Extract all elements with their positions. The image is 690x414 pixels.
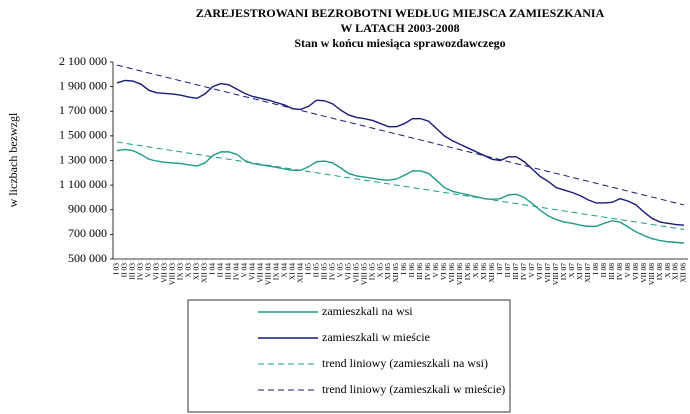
x-tick-label: V 04 bbox=[239, 263, 248, 278]
x-tick-label: IX 03 bbox=[176, 263, 185, 281]
y-tick-label: 900 000 bbox=[68, 202, 107, 216]
x-tick-label: VII 03 bbox=[160, 263, 169, 283]
x-tick-label: V 07 bbox=[527, 263, 536, 278]
x-tick-label: X 06 bbox=[471, 263, 480, 278]
x-tick-label: IV 03 bbox=[136, 263, 145, 280]
legend-box bbox=[187, 299, 511, 413]
x-tick-label: X 05 bbox=[375, 263, 384, 278]
x-tick-label: XII 06 bbox=[487, 263, 496, 283]
x-tick-label: XI 04 bbox=[287, 263, 296, 281]
trend-line bbox=[116, 64, 685, 206]
x-tick-label: II 06 bbox=[407, 263, 416, 278]
y-tick-label: 700 000 bbox=[68, 226, 107, 240]
legend-label: zamieszkali w mieście bbox=[322, 330, 430, 344]
x-tick-label: IV 05 bbox=[327, 263, 336, 280]
x-tick-label: IV 08 bbox=[615, 263, 624, 280]
x-tick-label: VII 06 bbox=[447, 263, 456, 283]
x-tick-label: IX 04 bbox=[271, 263, 280, 281]
x-tick-label: II 08 bbox=[599, 263, 608, 278]
chart-title: ZAREJESTROWANI BEZROBOTNI WEDŁUG MIEJSCA… bbox=[196, 6, 605, 20]
x-tick-label: XI 08 bbox=[671, 263, 680, 281]
y-tick-label: 1 700 000 bbox=[59, 103, 107, 117]
x-tick-label: VIII 05 bbox=[359, 263, 368, 286]
legend-label: zamieszkali na wsi bbox=[322, 304, 413, 318]
x-tick-label: XI 07 bbox=[575, 263, 584, 281]
y-axis-label: w liczbach bezwzgl bbox=[6, 112, 20, 207]
x-tick-label: III 07 bbox=[511, 263, 520, 280]
chart-subtitle: Stan w końcu miesiąca sprawozdawczego bbox=[294, 36, 505, 50]
x-tick-label: VI 03 bbox=[152, 263, 161, 281]
x-tick-label: IX 08 bbox=[655, 263, 664, 281]
x-tick-label: VII 05 bbox=[351, 263, 360, 283]
x-tick-label: IV 04 bbox=[232, 263, 241, 280]
x-tick-label: XI 05 bbox=[383, 263, 392, 281]
x-tick-label: VIII 06 bbox=[455, 263, 464, 286]
x-tick-label: I 06 bbox=[399, 263, 408, 275]
x-tick-label: III 05 bbox=[319, 263, 328, 280]
x-tick-label: IX 06 bbox=[463, 263, 472, 281]
x-tick-label: III 04 bbox=[224, 263, 233, 280]
x-tick-label: VI 06 bbox=[439, 263, 448, 281]
x-tick-label: I 05 bbox=[303, 263, 312, 275]
x-tick-label: I 07 bbox=[495, 263, 504, 275]
x-tick-label: IX 07 bbox=[559, 263, 568, 281]
x-tick-label: IV 06 bbox=[423, 263, 432, 280]
x-tick-label: XII 03 bbox=[200, 263, 209, 283]
x-tick-label: III 03 bbox=[128, 263, 137, 280]
x-tick-label: VIII 03 bbox=[168, 263, 177, 286]
chart-title: W LATACH 2003-2008 bbox=[340, 21, 459, 35]
x-tick-label: I 03 bbox=[112, 263, 121, 275]
x-tick-label: VII 08 bbox=[639, 263, 648, 283]
x-tick-label: VI 05 bbox=[343, 263, 352, 281]
x-tick-label: III 08 bbox=[607, 263, 616, 280]
x-tick-label: V 06 bbox=[431, 263, 440, 278]
y-tick-label: 1 100 000 bbox=[59, 177, 107, 191]
y-tick-label: 1 500 000 bbox=[59, 128, 107, 142]
x-tick-label: VI 08 bbox=[631, 263, 640, 281]
trend-line bbox=[116, 141, 685, 230]
x-tick-label: VII 04 bbox=[255, 263, 264, 283]
x-tick-label: XII 05 bbox=[391, 263, 400, 283]
x-tick-label: V 03 bbox=[144, 263, 153, 278]
x-tick-label: V 08 bbox=[623, 263, 632, 278]
line bbox=[116, 79, 685, 226]
x-tick-label: I 08 bbox=[591, 263, 600, 275]
y-tick-label: 500 000 bbox=[68, 251, 107, 265]
x-tick-label: X 04 bbox=[279, 263, 288, 278]
line bbox=[116, 148, 685, 244]
y-tick-label: 1 900 000 bbox=[59, 78, 107, 92]
x-tick-label: VIII 04 bbox=[263, 263, 272, 286]
x-tick-label: XI 06 bbox=[479, 263, 488, 281]
x-tick-label: III 06 bbox=[415, 263, 424, 280]
x-tick-label: IX 05 bbox=[367, 263, 376, 281]
x-tick-label: XII 04 bbox=[295, 263, 304, 283]
x-tick-label: II 05 bbox=[311, 263, 320, 278]
y-tick-label: 1 300 000 bbox=[59, 152, 107, 166]
x-tick-label: X 03 bbox=[184, 263, 193, 278]
x-tick-label: X 08 bbox=[663, 263, 672, 278]
x-tick-label: VI 04 bbox=[247, 263, 256, 281]
x-tick-label: XI 03 bbox=[192, 263, 201, 281]
legend-label: trend liniowy (zamieszkali w mieście) bbox=[322, 382, 505, 396]
legend-label: trend liniowy (zamieszkali na wsi) bbox=[322, 356, 488, 370]
y-tick-label: 2 100 000 bbox=[59, 54, 107, 68]
x-tick-label: I 04 bbox=[208, 263, 217, 275]
x-tick-label: VII 07 bbox=[543, 263, 552, 283]
x-tick-label: XII 07 bbox=[583, 263, 592, 283]
x-tick-label: X 07 bbox=[567, 263, 576, 278]
x-tick-label: II 04 bbox=[216, 263, 225, 278]
x-tick-label: II 03 bbox=[120, 263, 129, 278]
x-tick-label: V 05 bbox=[335, 263, 344, 278]
x-tick-label: XII 08 bbox=[679, 263, 688, 283]
x-tick-label: II 07 bbox=[503, 263, 512, 278]
x-tick-label: VIII 07 bbox=[551, 263, 560, 286]
x-tick-label: VI 07 bbox=[535, 263, 544, 281]
x-tick-label: IV 07 bbox=[519, 263, 528, 280]
x-tick-label: VIII 08 bbox=[647, 263, 656, 286]
